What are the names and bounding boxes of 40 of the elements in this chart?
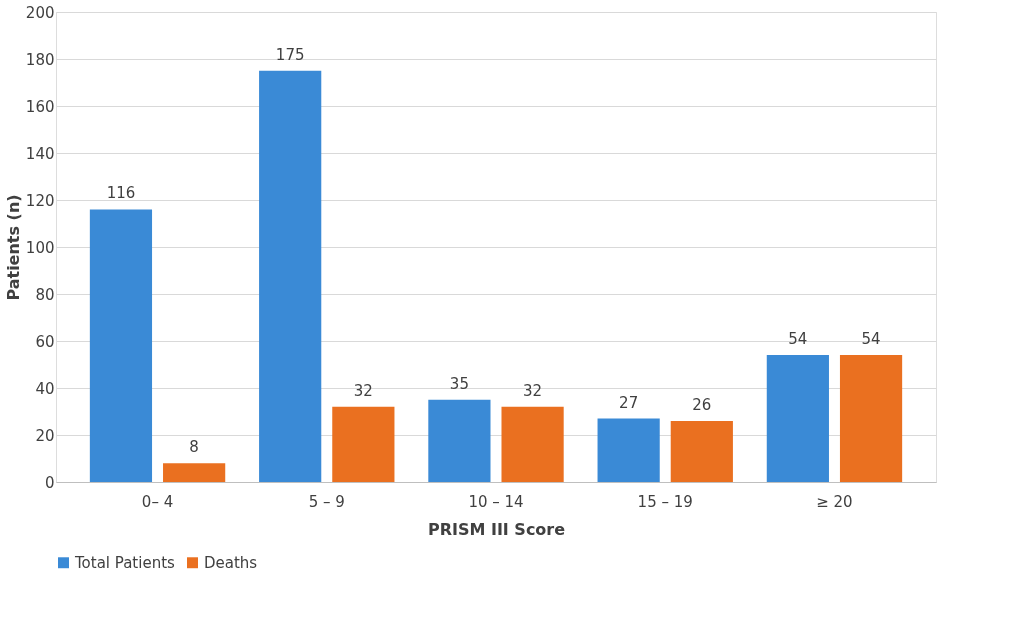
y-tick-label: 200 bbox=[25, 3, 55, 22]
y-tick-label: 120 bbox=[25, 191, 55, 210]
data-label: 175 bbox=[275, 45, 305, 64]
x-tick-label: 10 – 14 bbox=[468, 492, 524, 511]
bar bbox=[839, 355, 903, 482]
y-tick-label: 0 bbox=[44, 473, 55, 492]
bar bbox=[259, 70, 322, 482]
y-tick-label: 20 bbox=[35, 426, 55, 445]
bar bbox=[428, 399, 491, 482]
x-tick-label: 0– 4 bbox=[141, 492, 174, 511]
y-tick-label: 160 bbox=[25, 97, 55, 116]
data-label: 8 bbox=[189, 438, 199, 457]
data-label: 116 bbox=[106, 184, 136, 203]
bar bbox=[501, 406, 564, 482]
y-tick-label: 60 bbox=[35, 332, 55, 351]
bar bbox=[163, 463, 226, 482]
x-axis-title: PRISM III Score bbox=[427, 519, 566, 539]
legend-label: Deaths bbox=[204, 553, 258, 572]
y-tick-label: 100 bbox=[25, 238, 55, 257]
y-axis-title: Patients (n) bbox=[3, 194, 23, 301]
x-tick-label: ≥ 20 bbox=[816, 492, 853, 511]
bar bbox=[670, 420, 733, 482]
x-tick-label: 5 – 9 bbox=[308, 492, 345, 511]
data-label: 26 bbox=[692, 395, 712, 414]
x-tick-label: 15 – 19 bbox=[637, 492, 693, 511]
bar bbox=[332, 406, 395, 482]
y-tick-label: 40 bbox=[35, 379, 55, 398]
data-label: 32 bbox=[353, 381, 373, 400]
y-tick-label: 80 bbox=[35, 285, 55, 304]
bar bbox=[89, 209, 153, 482]
y-tick-label: 140 bbox=[25, 144, 55, 163]
data-label: 27 bbox=[619, 393, 639, 412]
legend-label: Total Patients bbox=[74, 553, 176, 572]
data-label: 35 bbox=[449, 374, 469, 393]
y-tick-label: 180 bbox=[25, 50, 55, 69]
bar bbox=[766, 355, 829, 482]
data-label: 54 bbox=[861, 330, 881, 349]
bar bbox=[597, 418, 660, 482]
data-label: 54 bbox=[788, 330, 808, 349]
data-label: 32 bbox=[523, 381, 543, 400]
